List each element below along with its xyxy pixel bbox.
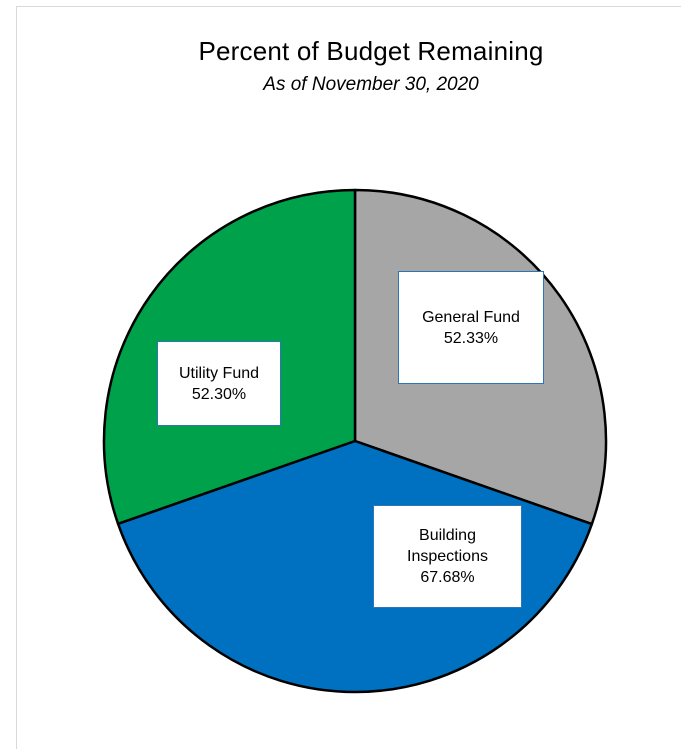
slice-label-utility-fund: Utility Fund 52.30% (157, 341, 281, 426)
slice-label-name-line2: Inspections (407, 548, 488, 565)
slice-label-value: 52.33% (443, 329, 499, 347)
slice-label-general-fund: General Fund 52.33% (398, 271, 544, 384)
pie-slice-building-inspections (116, 439, 594, 694)
slice-label-name: General Fund (422, 308, 520, 326)
slice-label-name: Utility Fund (178, 364, 260, 382)
slice-label-name-line1: Building (419, 527, 476, 544)
slice-label-value: 67.68% (420, 569, 475, 586)
chart-frame (16, 6, 681, 749)
slice-label-value: 52.30% (191, 385, 247, 403)
slice-label-building-inspections: Building Inspections 67.68% (373, 505, 522, 608)
chart-subtitle: As of November 30, 2020 (263, 74, 479, 95)
chart-title: Percent of Budget Remaining (198, 36, 544, 66)
